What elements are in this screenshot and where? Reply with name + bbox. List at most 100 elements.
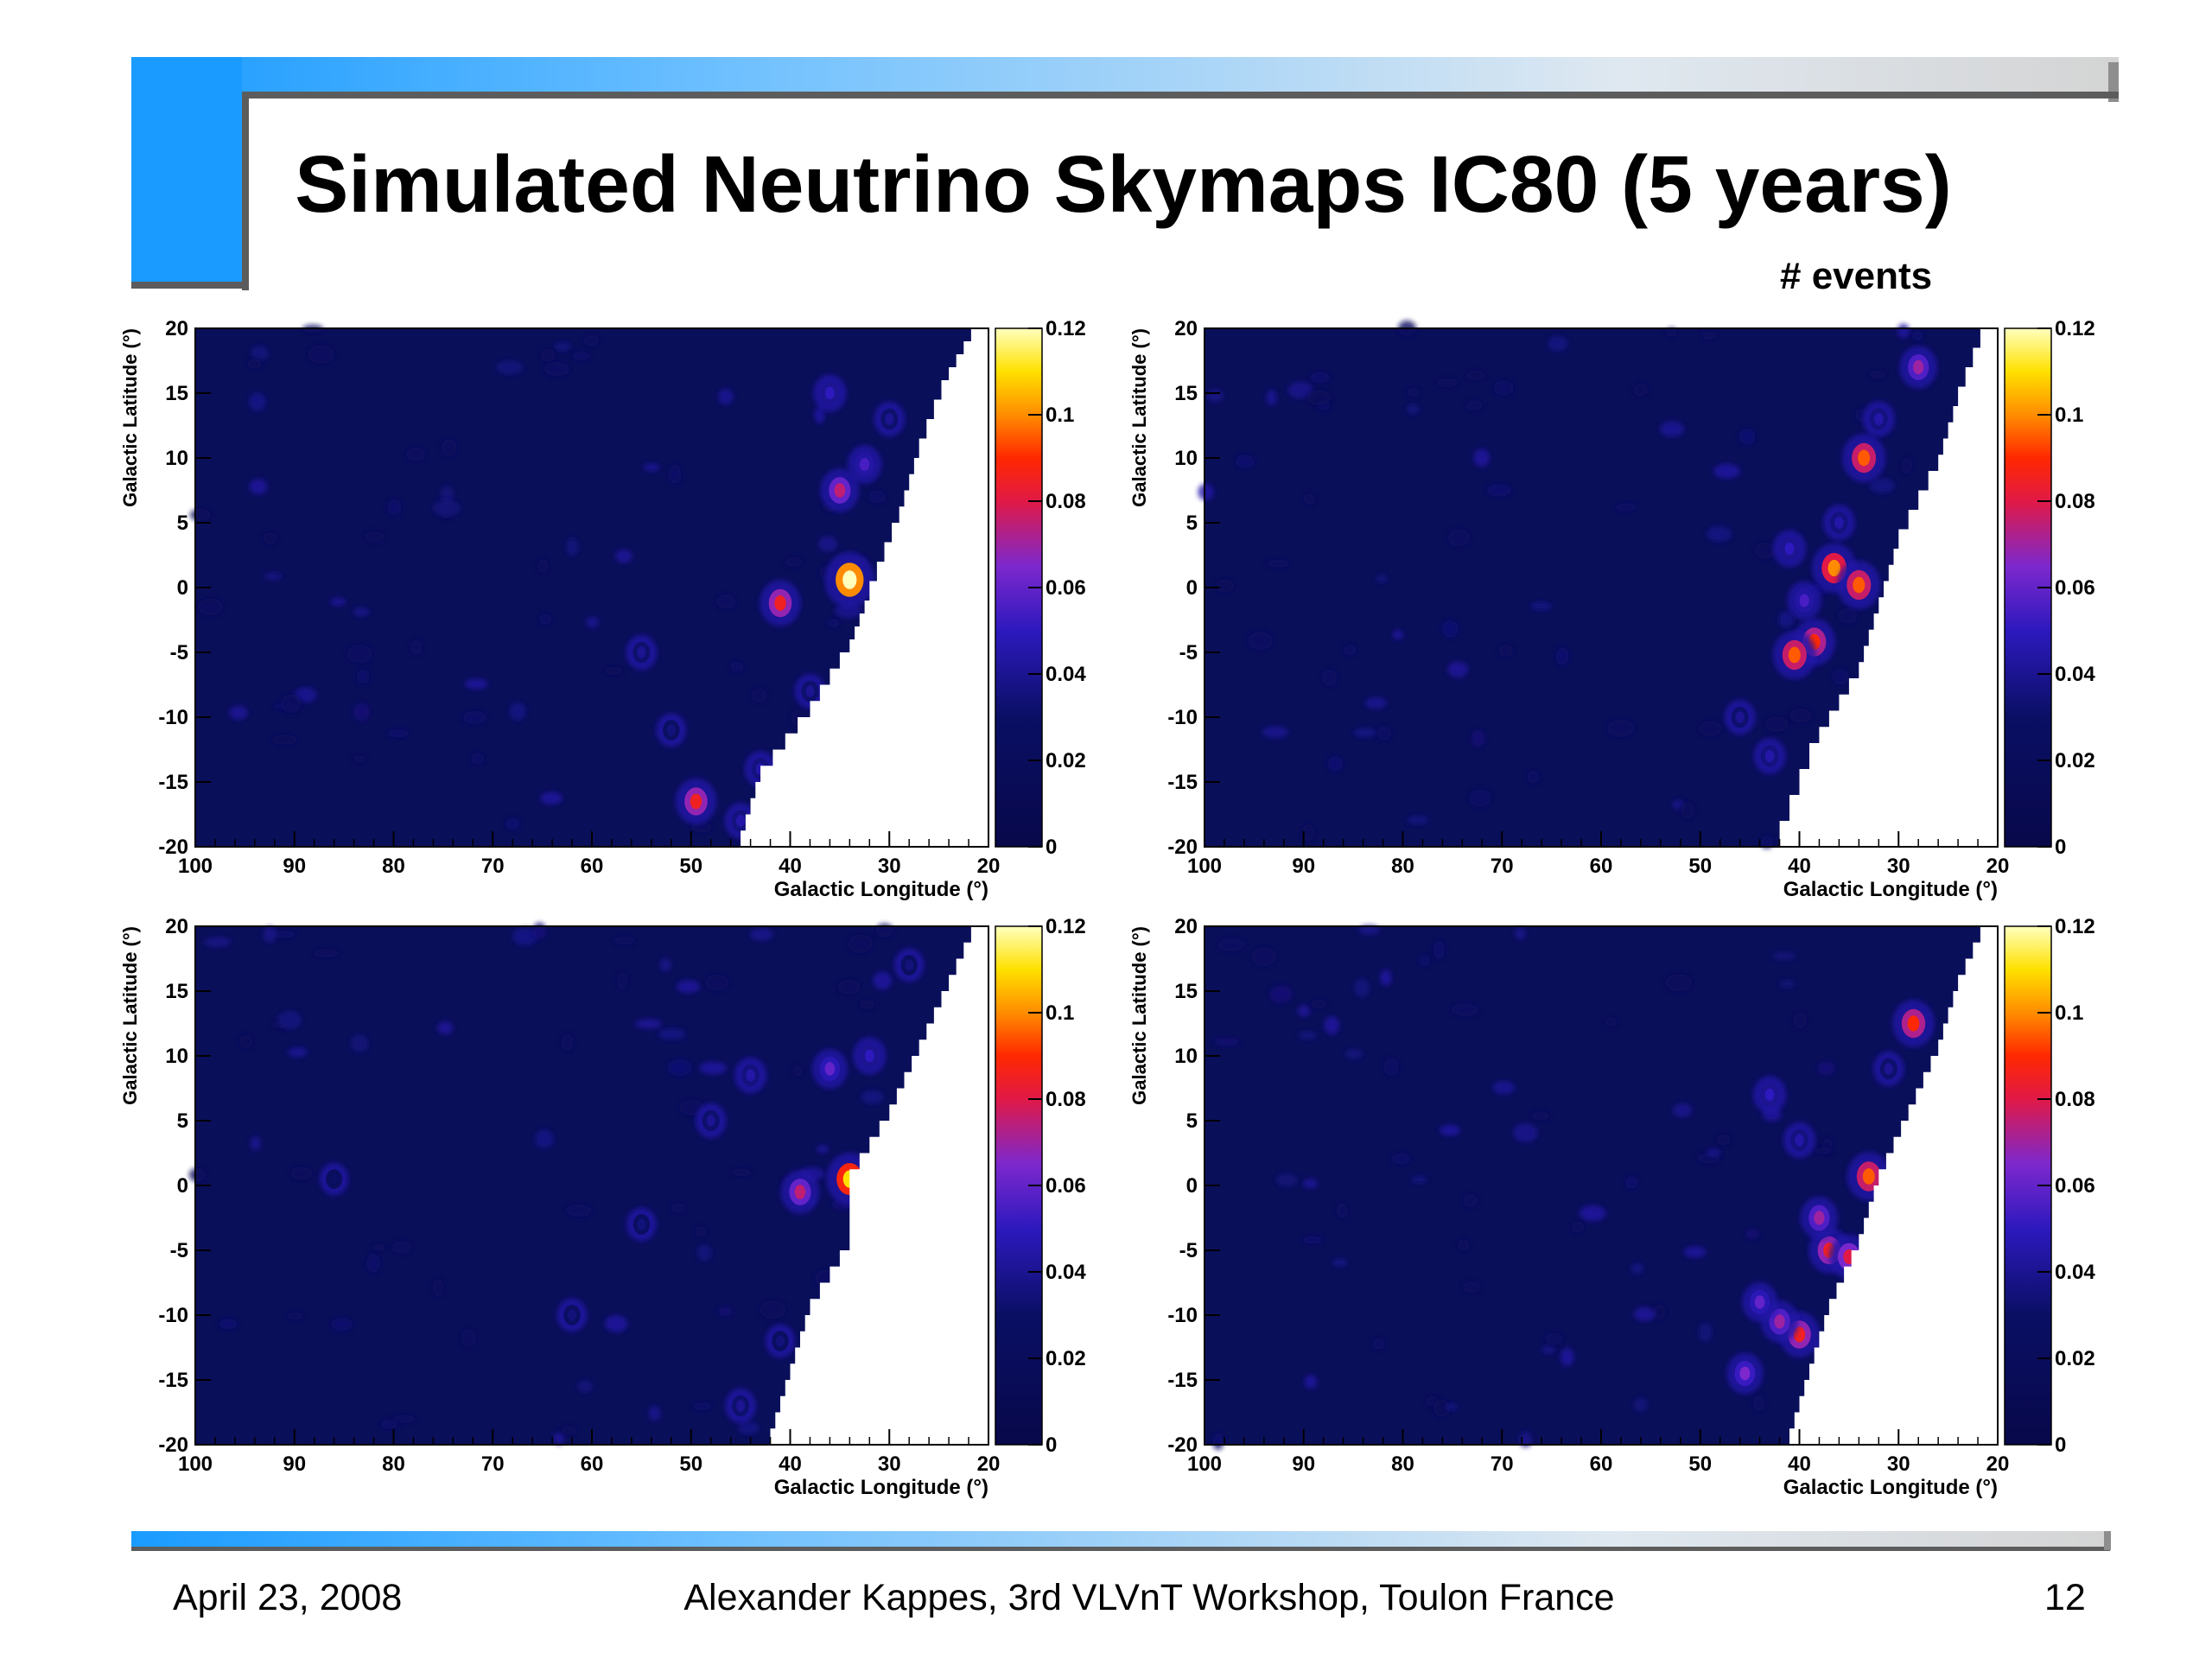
noise-blob xyxy=(1365,696,1387,709)
x-tick-label: 20 xyxy=(1986,855,2010,878)
x-axis-label: Galactic Longitude (°) xyxy=(774,1476,988,1499)
noise-blob xyxy=(288,1047,308,1058)
noise-blob xyxy=(605,1315,628,1332)
noise-blob xyxy=(1358,925,1380,935)
noise-blob xyxy=(1448,529,1471,547)
x-axis-label: Galactic Longitude (°) xyxy=(774,878,988,901)
noise-blob xyxy=(1376,574,1388,583)
y-tick-label: 0 xyxy=(1186,576,1198,600)
noise-blob xyxy=(372,1243,385,1251)
noise-blob xyxy=(263,926,276,943)
noise-blob xyxy=(1698,1322,1713,1342)
noise-blob xyxy=(437,1021,454,1035)
noise-blob xyxy=(699,1061,727,1075)
noise-blob xyxy=(817,1145,829,1154)
y-tick-label: 15 xyxy=(165,980,188,1003)
y-tick-label: -20 xyxy=(1167,836,1198,859)
noise-blob xyxy=(1327,755,1344,772)
noise-blob xyxy=(1493,380,1514,396)
noise-blob xyxy=(1304,1375,1318,1389)
noise-blob xyxy=(1447,661,1468,678)
noise-blob xyxy=(752,688,767,702)
noise-blob xyxy=(1206,389,1224,403)
footer-page-number: 12 xyxy=(2044,1577,2086,1618)
noise-blob xyxy=(277,1011,302,1029)
noise-blob xyxy=(1571,1221,1585,1233)
noise-blob xyxy=(532,922,547,940)
x-tick-label: 70 xyxy=(1491,855,1514,878)
noise-blob xyxy=(1275,1173,1298,1187)
noise-blob xyxy=(1306,390,1332,405)
noise-blob xyxy=(462,710,487,724)
noise-blob xyxy=(1665,974,1693,992)
footer-gradient-bar xyxy=(131,1531,2110,1548)
noise-blob xyxy=(1630,1262,1643,1274)
noise-blob xyxy=(294,687,317,702)
noise-blob xyxy=(1515,927,1526,940)
noise-blob xyxy=(583,335,600,346)
x-tick-label: 20 xyxy=(1986,1452,2010,1476)
noise-blob xyxy=(1248,632,1274,651)
noise-blob xyxy=(1760,836,1773,849)
noise-blob xyxy=(1235,454,1255,468)
footer-date: April 23, 2008 xyxy=(173,1577,403,1618)
noise-blob xyxy=(1752,1395,1765,1412)
hotspot-core xyxy=(1874,413,1884,425)
x-tick-label: 70 xyxy=(481,1452,505,1476)
noise-blob xyxy=(1451,1003,1479,1016)
y-axis-label: Galactic Latitude (°) xyxy=(119,328,141,507)
hotspot-core xyxy=(1834,517,1844,529)
y-tick-label: -5 xyxy=(1179,1239,1198,1262)
y-tick-label: -15 xyxy=(158,771,188,794)
noise-blob xyxy=(1457,1239,1470,1251)
colorbar-tick-label: 0.02 xyxy=(1046,749,1086,772)
colorbar-tick-label: 0.08 xyxy=(2055,490,2095,513)
x-tick-label: 60 xyxy=(1590,1452,1613,1476)
noise-blob xyxy=(1473,448,1490,467)
x-axis-label: Galactic Longitude (°) xyxy=(1783,878,1998,901)
y-tick-label: -5 xyxy=(170,1239,188,1262)
noise-blob xyxy=(1354,978,1370,998)
hotspot-core xyxy=(776,1335,785,1347)
noise-blob xyxy=(1699,721,1722,736)
hotspot-core xyxy=(774,595,786,611)
noise-blob xyxy=(1541,1345,1556,1354)
noise-blob xyxy=(247,358,262,370)
y-tick-label: -5 xyxy=(170,641,188,664)
footer-center: Alexander Kappes, 3rd VLVnT Workshop, To… xyxy=(683,1577,1615,1618)
noise-blob xyxy=(1778,611,1795,628)
header-frame-vertical xyxy=(242,92,249,290)
noise-blob xyxy=(1513,1123,1538,1142)
x-tick-label: 100 xyxy=(178,855,213,878)
noise-blob xyxy=(440,486,454,504)
noise-blob xyxy=(643,463,660,472)
colorbar-tick-label: 0.1 xyxy=(1046,1001,1074,1025)
y-tick-label: 5 xyxy=(1186,1109,1198,1133)
x-axis-label: Galactic Longitude (°) xyxy=(1783,1476,1998,1499)
noise-blob xyxy=(1287,381,1313,399)
y-tick-label: -20 xyxy=(158,836,188,859)
noise-blob xyxy=(1683,1246,1707,1258)
noise-blob xyxy=(380,1420,398,1429)
y-tick-label: 15 xyxy=(165,382,188,405)
noise-blob xyxy=(189,508,211,522)
noise-blob xyxy=(1471,729,1485,747)
y-tick-label: 10 xyxy=(165,447,188,470)
x-tick-label: 70 xyxy=(481,855,505,878)
colorbar-tick-label: 0.04 xyxy=(2055,1261,2095,1284)
noise-blob xyxy=(730,662,744,672)
x-tick-label: 80 xyxy=(382,1452,405,1476)
noise-blob xyxy=(738,1421,760,1435)
noise-blob xyxy=(1817,1061,1835,1076)
noise-blob xyxy=(1789,709,1813,723)
noise-blob xyxy=(1560,1347,1574,1366)
noise-blob xyxy=(616,972,628,990)
noise-blob xyxy=(1446,1402,1458,1411)
noise-blob xyxy=(308,345,334,364)
colorbar-tick-label: 0.04 xyxy=(1046,1261,1086,1284)
noise-blob xyxy=(1332,1258,1348,1268)
colorbar-tick-label: 0.1 xyxy=(2055,404,2083,427)
noise-blob xyxy=(1407,816,1428,825)
y-tick-label: 5 xyxy=(177,512,188,535)
noise-blob xyxy=(1527,770,1540,784)
